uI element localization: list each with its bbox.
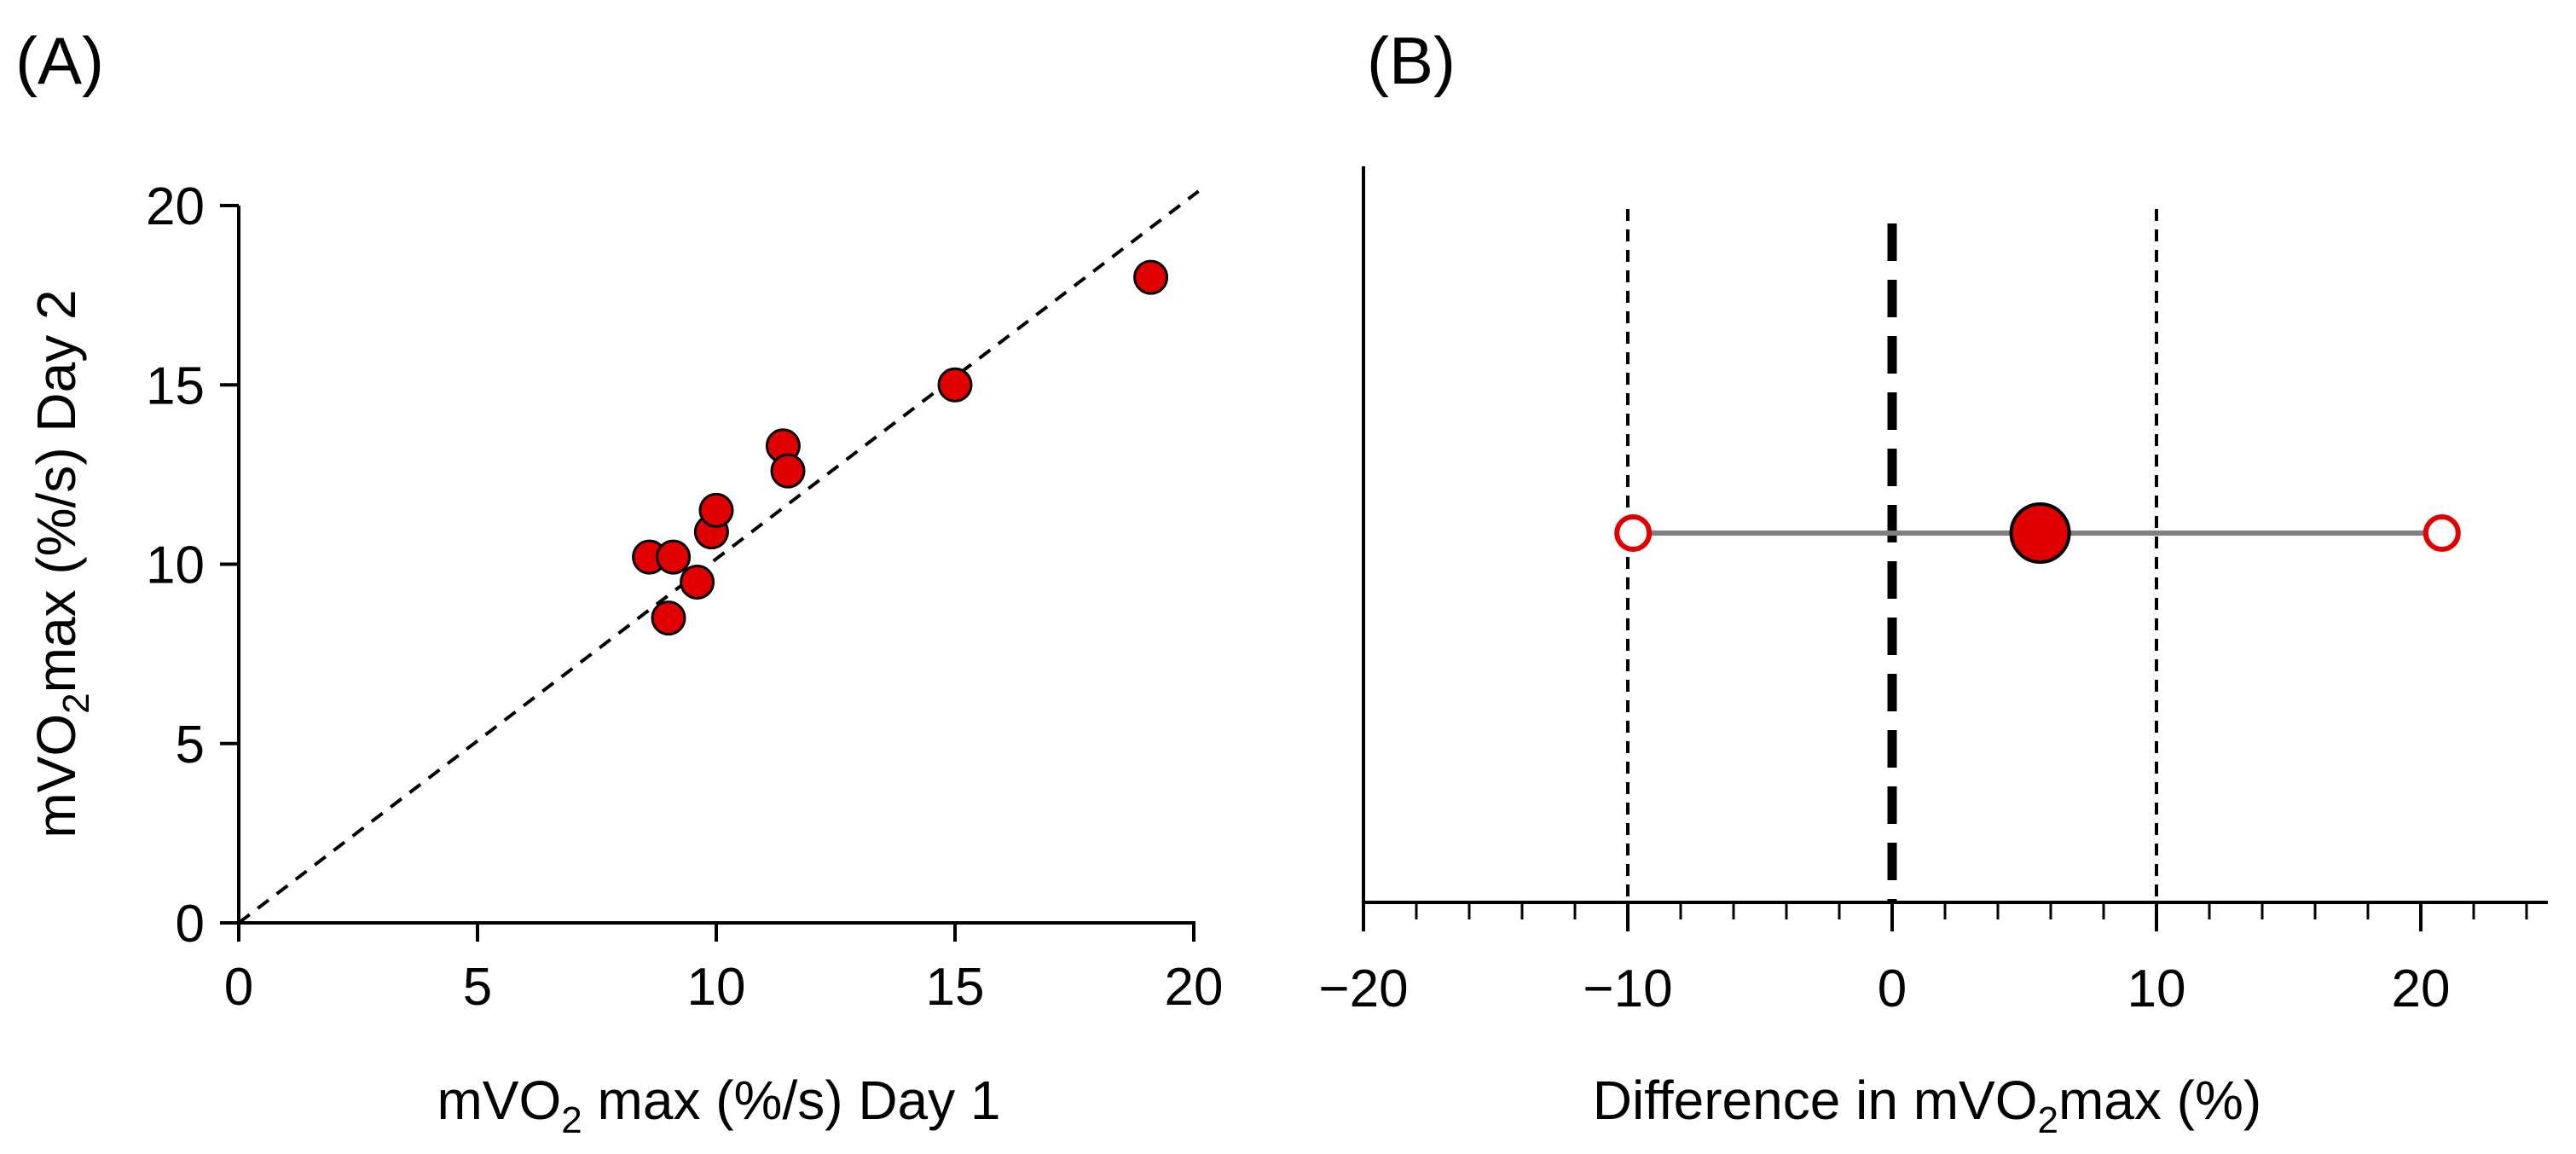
panel-b-reference-lines — [1626, 209, 2158, 902]
panel-b-x-tick-label: 0 — [1878, 960, 1907, 1018]
panel-a-y-tick-label: 10 — [146, 536, 205, 595]
panel-b-x-ticks: −20 −10 0 10 20 — [1318, 902, 2450, 1018]
panel-b-x-tick-label: −10 — [1583, 960, 1672, 1018]
panel-a-data-point — [770, 453, 806, 489]
panel-a: (A) 0 5 10 15 20 0 5 10 15 20 mVO2 max (%/s) Day… — [15, 23, 1223, 1141]
panel-a-y-tick-label: 15 — [146, 357, 205, 415]
panel-a-data-point — [656, 539, 692, 575]
panel-b: (B) −20 −10 0 10 20 Difference in mVO2max (%… — [1318, 23, 2548, 1141]
panel-a-points — [632, 259, 1169, 636]
panel-a-y-tick-label: 20 — [146, 177, 205, 236]
panel-b-lower-limit-marker — [1614, 514, 1653, 552]
panel-b-plot: −20 −10 0 10 20 — [1318, 166, 2548, 1018]
panel-a-plot: 0 5 10 15 20 0 5 10 15 20 — [146, 177, 1223, 1017]
panel-b-minor-ticks — [1362, 902, 2528, 919]
panel-b-x-tick-label: 20 — [2392, 960, 2451, 1018]
panel-a-data-point — [698, 492, 734, 528]
panel-a-data-point — [651, 600, 686, 636]
panel-a-x-tick-label: 10 — [687, 958, 746, 1017]
panel-a-y-tick-label: 5 — [176, 716, 205, 774]
panel-a-data-point — [1133, 259, 1169, 295]
panel-a-x-tick-label: 15 — [926, 958, 985, 1017]
panel-a-data-point — [680, 565, 715, 600]
panel-a-x-tick-label: 5 — [463, 958, 492, 1017]
panel-a-label: (A) — [15, 23, 104, 98]
panel-b-upper-limit-marker — [2423, 514, 2461, 552]
panel-b-x-tick-label: 10 — [2127, 960, 2186, 1018]
panel-a-x-ticks: 0 5 10 15 20 — [224, 923, 1224, 1017]
panel-a-identity-line — [237, 189, 1200, 925]
panel-a-data-point — [937, 367, 973, 403]
panel-a-x-axis-title: mVO2 max (%/s) Day 1 — [437, 1070, 1000, 1141]
panel-b-mean-difference-marker — [2009, 502, 2071, 564]
panel-a-x-tick-label: 20 — [1165, 958, 1224, 1017]
panel-a-x-tick-label: 0 — [224, 958, 253, 1017]
panel-b-x-tick-label: −20 — [1318, 960, 1408, 1018]
panel-b-label: (B) — [1367, 23, 1456, 98]
panel-a-y-axis-title: mVO2max (%/s) Day 2 — [26, 289, 97, 838]
panel-b-x-axis-title: Difference in mVO2max (%) — [1593, 1070, 2261, 1141]
panel-a-y-tick-label: 0 — [176, 895, 205, 954]
panel-a-y-ticks: 0 5 10 15 20 — [146, 177, 239, 954]
